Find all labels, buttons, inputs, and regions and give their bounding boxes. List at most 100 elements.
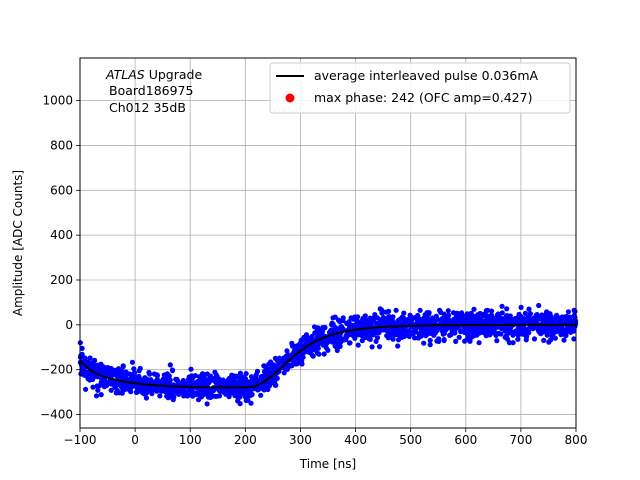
legend-entry-average: average interleaved pulse 0.036mA	[314, 68, 539, 83]
scatter-point	[309, 347, 316, 353]
scatter-point	[429, 315, 436, 321]
scatter-point	[204, 379, 211, 385]
scatter-point	[315, 345, 321, 351]
scatter-point	[216, 393, 223, 399]
scatter-point	[92, 357, 98, 363]
scatter-point	[322, 324, 328, 331]
scatter-point	[444, 318, 450, 324]
scatter-point	[400, 331, 406, 337]
x-tick-label: 400	[344, 433, 367, 447]
scatter-point	[340, 337, 346, 343]
scatter-point	[489, 308, 495, 314]
scatter-point	[462, 338, 468, 344]
scatter-point	[120, 372, 126, 378]
scatter-point	[229, 372, 235, 378]
scatter-point	[539, 315, 545, 321]
legend-box	[269, 62, 571, 114]
scatter-point	[515, 336, 521, 342]
scatter-point	[544, 325, 550, 332]
scatter-point	[401, 310, 407, 316]
scatter-point	[385, 314, 391, 320]
scatter-point	[364, 320, 370, 326]
scatter-point	[85, 376, 91, 382]
scatter-point	[143, 395, 149, 401]
scatter-point	[359, 338, 365, 344]
scatter-point	[373, 338, 379, 344]
scatter-point	[248, 400, 254, 406]
scatter-point	[376, 344, 383, 350]
scatter-point	[214, 373, 220, 380]
scatter-point	[441, 337, 447, 343]
annotation-line-2: Board186975	[109, 83, 193, 98]
scatter-point	[96, 383, 103, 389]
scatter-point	[484, 319, 490, 326]
scatter-point	[365, 333, 371, 339]
legend-entry-max-phase: max phase: 242 (OFC amp=0.427)	[314, 90, 532, 105]
scatter-point	[152, 385, 158, 391]
scatter-point	[504, 306, 510, 312]
scatter-point	[427, 342, 433, 348]
scatter-point	[469, 334, 475, 340]
scatter-point	[515, 328, 521, 335]
scatter-point	[380, 315, 386, 321]
scatter-point	[118, 383, 124, 389]
scatter-point	[237, 394, 243, 400]
scatter-point	[353, 321, 360, 327]
scatter-point	[137, 365, 143, 371]
y-axis-label: Amplitude [ADC Counts]	[11, 170, 25, 316]
scatter-point	[440, 326, 446, 332]
scatter-point	[253, 375, 259, 381]
scatter-point	[273, 382, 279, 388]
x-tick-label: 200	[234, 433, 257, 447]
scatter-point	[321, 351, 327, 357]
scatter-point	[395, 337, 402, 343]
scatter-point	[256, 386, 262, 392]
scatter-point	[283, 366, 289, 372]
scatter-point	[539, 330, 545, 336]
scatter-point	[114, 387, 120, 393]
scatter-point	[558, 332, 564, 338]
scatter-point	[126, 387, 132, 393]
scatter-point	[130, 374, 136, 380]
scatter-point	[225, 377, 231, 383]
scatter-point	[522, 327, 528, 333]
scatter-point	[207, 387, 213, 393]
scatter-point	[108, 387, 114, 393]
scatter-point	[79, 365, 86, 371]
scatter-point	[120, 387, 126, 393]
scatter-point	[237, 370, 243, 376]
scatter-point	[131, 366, 137, 372]
scatter-point	[108, 371, 114, 377]
scatter-point	[284, 354, 290, 360]
scatter-point	[390, 314, 396, 320]
scatter-point	[476, 340, 482, 346]
scatter-point	[87, 360, 93, 367]
scatter-point	[304, 336, 310, 342]
scatter-point	[494, 338, 500, 344]
scatter-point	[498, 315, 504, 321]
scatter-point	[300, 350, 306, 356]
average-line-group	[79, 323, 576, 389]
annotation-line-3: Ch012 35dB	[109, 100, 186, 115]
annotation: ATLAS Upgrade Board186975 Ch012 35dB	[105, 67, 202, 115]
scatter-point	[355, 332, 361, 338]
scatter-point	[112, 379, 118, 386]
scatter-point	[409, 329, 415, 335]
scatter-point	[499, 303, 505, 309]
scatter-point	[563, 318, 569, 324]
scatter-point	[309, 352, 315, 358]
scatter-point	[400, 320, 406, 327]
scatter-point	[450, 310, 457, 316]
scatter-point	[536, 302, 542, 309]
y-tick-label: 400	[50, 228, 73, 242]
scatter-point	[495, 311, 501, 317]
scatter-point	[235, 374, 241, 380]
scatter-point	[82, 355, 88, 361]
scatter-point	[525, 314, 531, 321]
scatter-point	[244, 392, 250, 398]
scatter-point	[189, 387, 195, 394]
scatter-point	[325, 347, 331, 353]
average-pulse-line	[79, 323, 576, 389]
scatter-point	[195, 397, 202, 403]
scatter-point	[289, 363, 295, 369]
